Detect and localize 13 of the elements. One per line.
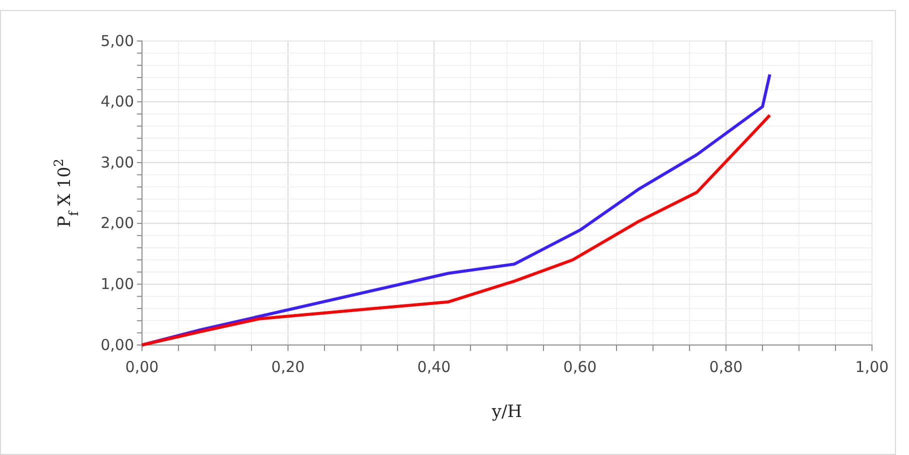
x-tick-label: 0,60 <box>563 358 597 376</box>
y-tick-label: 4,00 <box>100 92 134 111</box>
x-tick-label: 0,00 <box>125 358 159 376</box>
y-tick-label: 5,00 <box>100 32 134 50</box>
y-tick-label: 0,00 <box>100 336 134 354</box>
x-tick-label: 0,20 <box>271 358 305 376</box>
x-tick-label: 0,80 <box>709 358 743 376</box>
x-tick-label: 1,00 <box>855 358 889 376</box>
x-tick-label: 0,40 <box>417 358 451 376</box>
y-tick-label: 2,00 <box>100 214 134 232</box>
y-tick-label: 1,00 <box>100 275 134 293</box>
y-tick-label: 3,00 <box>100 153 134 172</box>
x-axis-title: y/H <box>490 402 522 422</box>
